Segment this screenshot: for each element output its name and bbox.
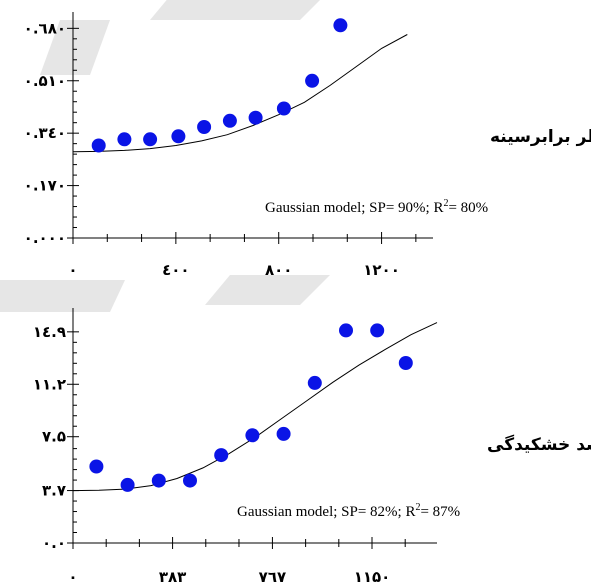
data-point xyxy=(307,375,322,390)
data-point xyxy=(248,110,263,125)
data-point xyxy=(370,323,385,338)
data-point xyxy=(183,473,197,488)
data-point xyxy=(276,101,291,116)
x-tick-label: ۱۱۵۰ xyxy=(354,568,391,586)
chart-panel-2: ۰.۰ ۳.٧ ٧.۵ ۱۱.۲ ۱٤.۹ ۰ ۳۸۳ ٧٦٧ ۱۱۵۰ درصد خشکیدگ… xyxy=(33,308,591,586)
fit-curve-group xyxy=(72,322,438,492)
data-point xyxy=(276,426,291,441)
x-tick-label: ٤۰۰ xyxy=(162,261,189,279)
data-point xyxy=(398,356,413,370)
points-group xyxy=(89,323,413,492)
y-tick-label: ۰.٦۸۰ xyxy=(24,19,66,37)
watermark xyxy=(0,0,330,312)
axes: ۰.۰ ۳.٧ ٧.۵ ۱۱.۲ ۱٤.۹ ۰ ۳۸۳ ٧٦٧ ۱۱۵۰ xyxy=(33,308,437,586)
x-tick-label: ۸۰۰ xyxy=(265,261,292,279)
x-tick-label: ۱۲۰۰ xyxy=(363,261,400,279)
y-tick-label: ۰.۰ xyxy=(42,534,66,552)
fit-curve xyxy=(72,322,438,492)
data-point xyxy=(214,448,229,463)
data-point xyxy=(171,129,186,144)
data-point xyxy=(89,459,104,474)
points-group xyxy=(91,18,348,153)
data-point xyxy=(333,18,348,33)
chart-panel-1: ۰.۰۰۰ ۰.۱۷۰ ۰.۳٤۰ ۰.۵۱۰ ۰.٦۸۰ ۰ ٤۰۰ ۸۰۰ ۱۲۰۰ قطر… xyxy=(24,12,591,279)
y-tick-label: ۰.۱۷۰ xyxy=(24,177,66,195)
data-point xyxy=(305,73,320,88)
data-point xyxy=(245,428,260,443)
axes: ۰.۰۰۰ ۰.۱۷۰ ۰.۳٤۰ ۰.۵۱۰ ۰.٦۸۰ ۰ ٤۰۰ ۸۰۰ ۱۲۰۰ xyxy=(24,12,433,279)
fit-curve xyxy=(72,34,408,153)
y-tick-label: ۰.۰۰۰ xyxy=(24,229,66,247)
y-tick-label: ۱٤.۹ xyxy=(33,323,66,341)
y-tick-label: ۰.۳٤۰ xyxy=(24,124,66,142)
data-point xyxy=(151,473,166,488)
data-point xyxy=(117,132,132,147)
x-tick-label: ۳۸۳ xyxy=(159,568,186,586)
data-point xyxy=(339,323,353,338)
model-stats: Gaussian model; SP= 90%; R2= 80% xyxy=(265,198,488,216)
chart-title: درصد خشکیدگی xyxy=(487,434,591,455)
data-point xyxy=(222,113,237,128)
model-stats: Gaussian model; SP= 82%; R2= 87% xyxy=(237,502,460,520)
y-tick-label: ٧.۵ xyxy=(42,428,66,446)
data-point xyxy=(197,120,212,134)
data-point xyxy=(91,138,106,153)
fit-curve-group xyxy=(72,34,408,153)
y-tick-label: ۰.۵۱۰ xyxy=(24,72,66,90)
data-point xyxy=(143,132,158,147)
x-tick-label: ۰ xyxy=(68,261,77,279)
y-tick-label: ۱۱.۲ xyxy=(33,375,66,393)
x-tick-label: ٧٦٧ xyxy=(259,568,286,586)
y-tick-label: ۳.٧ xyxy=(42,482,66,500)
chart-title: قطر برابرسینه xyxy=(490,127,591,147)
x-tick-label: ۰ xyxy=(68,568,77,586)
data-point xyxy=(120,477,135,492)
